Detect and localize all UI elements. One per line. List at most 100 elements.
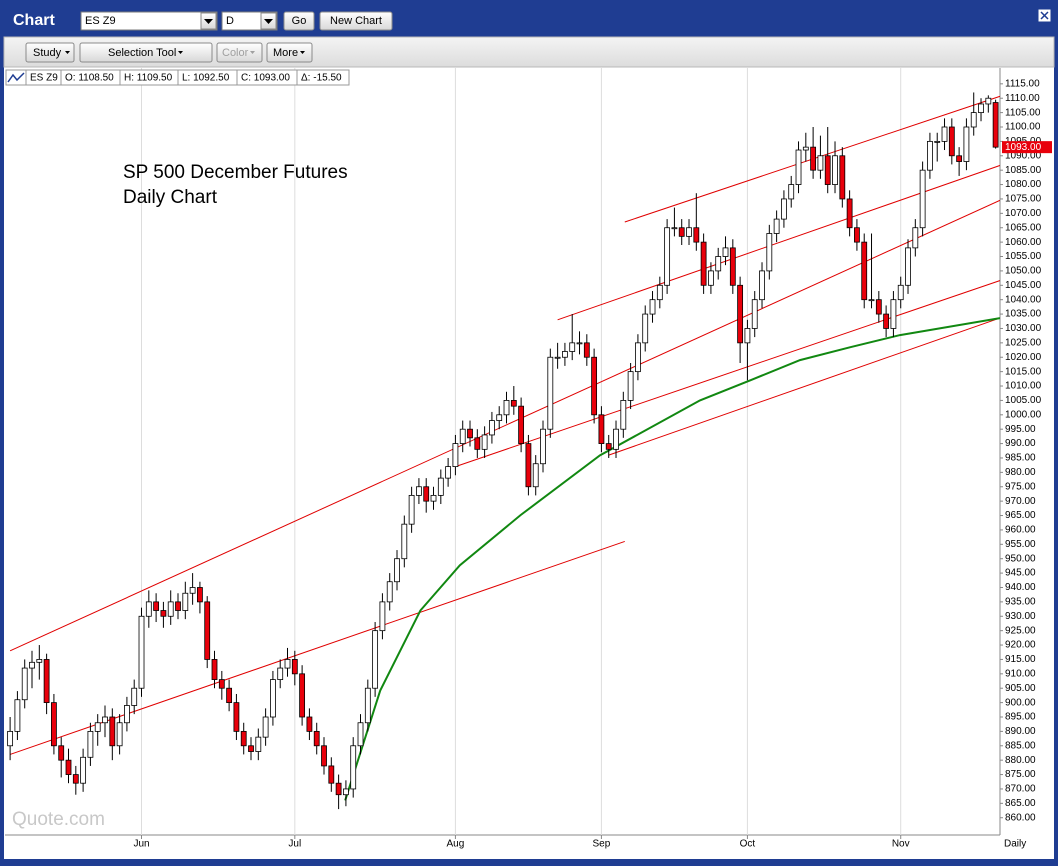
- candle-body: [686, 227, 692, 237]
- candle-body: [927, 140, 933, 171]
- y-tick-label: 1015.00: [1005, 366, 1042, 377]
- x-tick-label: Jul: [288, 839, 301, 850]
- candle-body: [36, 659, 43, 663]
- y-tick-label: 890.00: [1005, 726, 1036, 737]
- x-tick-label: Nov: [892, 839, 910, 850]
- candle-body: [846, 198, 853, 229]
- candle-body: [613, 428, 619, 450]
- candle-body: [875, 299, 882, 315]
- y-tick-label: 990.00: [1005, 438, 1036, 449]
- info-bar: ES Z9 O: 1108.50 H: 1109.50 L: 1092.50 C…: [5, 69, 350, 86]
- candle-body: [328, 765, 335, 784]
- candle-body: [598, 414, 605, 444]
- candle-body: [233, 702, 240, 732]
- candle-body: [386, 581, 393, 603]
- y-tick-label: 975.00: [1005, 481, 1036, 492]
- candle-body: [218, 679, 225, 689]
- candle-body: [729, 247, 736, 286]
- candle-body: [978, 103, 984, 114]
- plot-layer: [7, 68, 1000, 835]
- candle-body: [299, 673, 306, 718]
- candle-body: [620, 400, 627, 430]
- y-tick-label: 960.00: [1005, 525, 1036, 536]
- y-tick-label: 995.00: [1005, 424, 1036, 435]
- candle-body: [562, 351, 568, 358]
- candle-body: [795, 149, 802, 185]
- candle-body: [138, 615, 145, 689]
- candle-body: [445, 466, 452, 479]
- candle-body: [532, 463, 539, 488]
- candle-body: [540, 428, 546, 465]
- study-label: Study: [33, 47, 62, 59]
- candle-body: [182, 592, 189, 611]
- candle-body: [737, 284, 744, 344]
- candle-body: [401, 523, 408, 560]
- candle-body: [131, 687, 138, 706]
- candle-body: [364, 687, 371, 724]
- candle-body: [474, 437, 481, 450]
- candle-body: [467, 428, 473, 439]
- x-tick-label: Sep: [593, 839, 611, 850]
- y-tick-label: 900.00: [1005, 697, 1036, 708]
- y-tick-label: 1030.00: [1005, 323, 1042, 334]
- candle-body: [919, 169, 926, 229]
- trend-line: [455, 280, 1000, 468]
- candle-body: [883, 313, 890, 329]
- candle-body: [29, 661, 35, 669]
- info-symbol: ES Z9: [30, 73, 58, 84]
- candle-body: [678, 227, 685, 237]
- candle-body: [635, 342, 641, 373]
- more-label: More: [273, 47, 298, 59]
- annotation: Daily Chart: [123, 187, 218, 208]
- candle-body: [744, 328, 751, 344]
- close-button[interactable]: [1037, 8, 1052, 23]
- dropdown-arrow: [65, 51, 70, 54]
- go-label: Go: [292, 15, 307, 27]
- y-tick-label: 875.00: [1005, 769, 1036, 780]
- candle-body: [970, 112, 977, 128]
- y-tick-label: 1050.00: [1005, 266, 1042, 277]
- y-tick-label: 895.00: [1005, 712, 1036, 723]
- new-chart-button[interactable]: [319, 11, 393, 31]
- candle-body: [525, 443, 532, 488]
- moving-curve: [344, 317, 1000, 801]
- candle-body: [985, 97, 992, 105]
- y-tick-label: 1060.00: [1005, 237, 1042, 248]
- y-tick-label: 945.00: [1005, 568, 1036, 579]
- y-tick-label: 865.00: [1005, 798, 1036, 809]
- candle-body: [379, 601, 386, 632]
- symbol-combo[interactable]: ES Z9: [80, 11, 218, 31]
- y-tick-label: 860.00: [1005, 812, 1036, 823]
- candle-body: [430, 494, 437, 502]
- candle-body: [357, 722, 364, 747]
- selection-tool-button[interactable]: [79, 42, 213, 63]
- candle-body: [751, 299, 758, 329]
- dropdown-arrow: [250, 51, 255, 54]
- symbol-value: ES Z9: [85, 15, 116, 27]
- y-tick-label: 1090.00: [1005, 150, 1042, 161]
- candle-body: [554, 356, 561, 359]
- y-tick-label: 985.00: [1005, 453, 1036, 464]
- x-tick-label: Oct: [740, 839, 756, 850]
- window-title: Chart: [13, 12, 55, 29]
- annotation: SP 500 December Futures: [123, 162, 348, 183]
- y-tick-label: 920.00: [1005, 640, 1036, 651]
- candle-body: [503, 400, 510, 416]
- candle-body: [14, 699, 21, 732]
- candle-body: [372, 630, 379, 689]
- candle-body: [21, 667, 28, 701]
- color-button[interactable]: [216, 42, 263, 63]
- study-button[interactable]: [25, 42, 75, 63]
- candle-body: [905, 247, 911, 286]
- new-chart-label: New Chart: [330, 15, 382, 27]
- period-combo[interactable]: D: [221, 11, 278, 31]
- candle-body: [7, 730, 14, 747]
- candle-body: [583, 342, 590, 358]
- go-button[interactable]: [283, 11, 315, 31]
- candle-body: [87, 730, 94, 758]
- more-button[interactable]: [266, 42, 313, 63]
- candle-body: [65, 759, 72, 775]
- y-tick-label: 910.00: [1005, 668, 1036, 679]
- candle-body: [642, 313, 649, 344]
